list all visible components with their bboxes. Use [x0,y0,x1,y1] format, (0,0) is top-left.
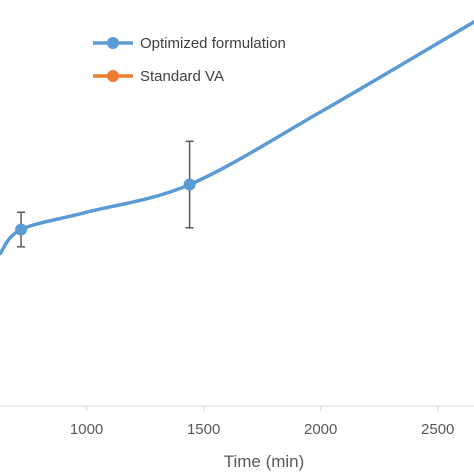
legend-swatch-marker [107,70,119,82]
data-point [15,223,28,236]
legend-label: Optimized formulation [140,35,286,52]
x-tick-label: 1000 [70,421,103,438]
plot-area [0,20,474,256]
legend: Optimized formulation Standard VA [93,35,286,85]
legend-label: Standard VA [140,68,224,85]
x-tick-labels: 1000 1500 2000 2500 [70,421,454,438]
x-tick-label: 2000 [304,421,337,438]
legend-swatch-marker [107,37,119,49]
series-line [0,20,474,256]
x-tick-label: 2500 [421,421,454,438]
x-axis-title: Time (min) [224,452,305,471]
data-point [183,178,196,191]
x-axis-ticks [86,406,439,411]
x-tick-label: 1500 [187,421,220,438]
